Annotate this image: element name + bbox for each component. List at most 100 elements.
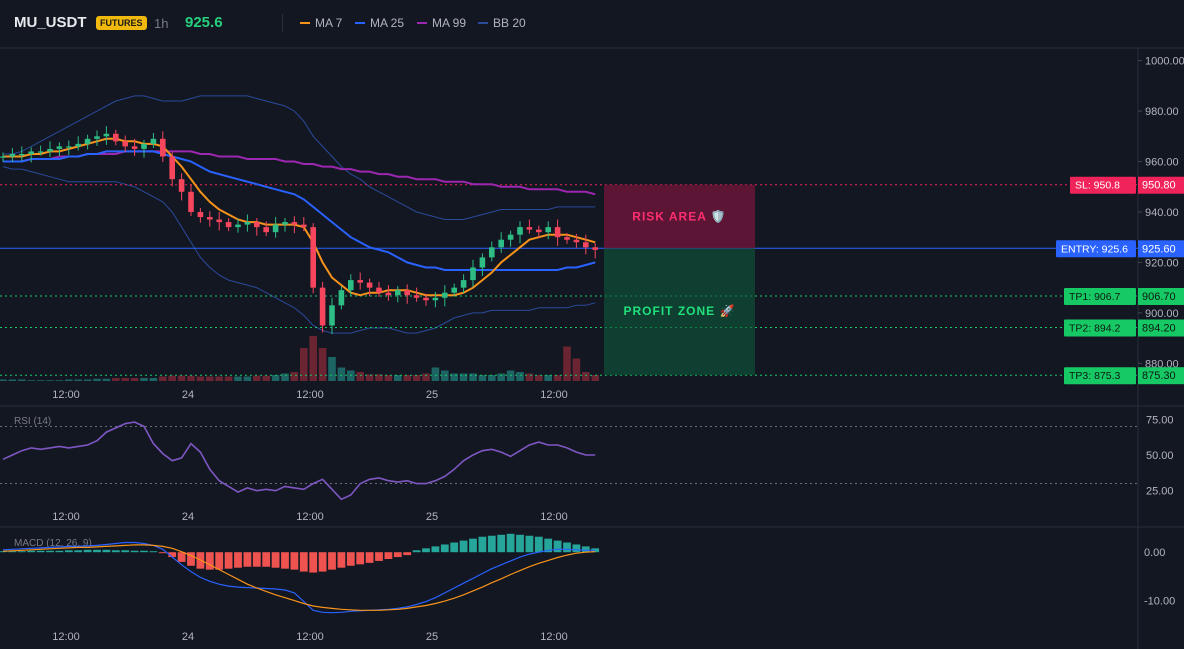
candle-body	[103, 133, 110, 137]
macd-histogram-bar	[309, 552, 318, 573]
risk-area-zone	[604, 184, 755, 249]
candle-body	[207, 217, 213, 220]
candle-body	[489, 247, 495, 258]
candle-body	[244, 222, 251, 225]
macd-title: MACD (12, 26, 9)	[14, 538, 92, 549]
volume-bar	[65, 379, 73, 381]
candle-body	[291, 222, 298, 225]
candle-body	[197, 211, 204, 218]
candle-body	[47, 148, 53, 152]
volume-bar	[215, 376, 223, 381]
timeframe-label[interactable]: 1h	[154, 16, 169, 31]
bb-upper-line	[3, 95, 596, 220]
volume-bar	[159, 376, 167, 381]
macd-histogram-bar	[318, 552, 327, 572]
rsi-time-label: 25	[426, 511, 438, 523]
rsi-axis-label: 25.00	[1146, 486, 1174, 498]
candle-body	[235, 224, 241, 228]
entry-tag-box	[1056, 240, 1136, 258]
macd-time-label: 12:00	[540, 631, 568, 643]
candle-body	[282, 222, 288, 225]
macd-histogram-bar	[487, 535, 496, 553]
candle-body	[94, 136, 100, 139]
macd-histogram-bar	[384, 552, 393, 559]
volume-bar	[553, 375, 562, 381]
volume-bar	[36, 380, 45, 381]
rsi-time-label: 12:00	[540, 511, 568, 523]
macd-histogram-bar	[130, 550, 139, 553]
macd-histogram-bar	[271, 552, 280, 568]
macd-histogram-bar	[168, 552, 177, 558]
macd-histogram-bar	[83, 549, 92, 553]
macd-histogram-bar	[572, 544, 581, 553]
legend-ma25[interactable]: MA 25	[355, 16, 404, 30]
volume-bar	[253, 375, 261, 381]
candle-body	[376, 287, 382, 293]
macd-histogram-bar	[36, 550, 45, 553]
volume-bar	[441, 370, 449, 381]
volume-bar	[497, 373, 505, 381]
macd-histogram-bar	[27, 550, 36, 553]
macd-histogram-bar	[431, 546, 440, 553]
legend-ma7[interactable]: MA 7	[300, 16, 342, 30]
macd-histogram-bar	[581, 546, 590, 553]
macd-histogram-bar	[46, 550, 54, 553]
macd-histogram-bar	[234, 552, 242, 568]
macd-histogram-bar	[422, 548, 430, 553]
legend-ma99-label: MA 99	[432, 16, 467, 30]
tp1-tag-box	[1064, 287, 1136, 305]
volume-bar	[347, 370, 355, 381]
candle-body	[66, 146, 72, 148]
price-axis-label: 1000.00	[1145, 56, 1184, 68]
candle-body	[592, 247, 598, 250]
macd-histogram-bar	[243, 552, 252, 567]
macd-time-label: 25	[426, 631, 438, 643]
symbol-name[interactable]: MU_USDT	[14, 14, 87, 31]
candle-body	[460, 280, 467, 288]
sl-tag-box	[1070, 176, 1136, 194]
header-divider	[282, 14, 283, 32]
volume-bar	[412, 375, 421, 381]
candle-body	[37, 151, 44, 153]
futures-badge: FUTURES	[96, 16, 147, 30]
volume-bar	[469, 373, 477, 381]
candle-body	[319, 287, 326, 326]
volume-bar	[0, 379, 7, 381]
macd-histogram-bar	[365, 552, 374, 563]
candle-body	[131, 146, 138, 149]
volume-bar	[55, 380, 64, 381]
price-time-label: 12:00	[296, 389, 324, 401]
macd-time-label: 12:00	[296, 631, 324, 643]
macd-axis-label: -10.00	[1144, 596, 1175, 608]
volume-bar	[168, 375, 176, 381]
volume-bar	[149, 378, 158, 381]
candle-body	[272, 224, 279, 233]
macd-histogram-bar	[563, 542, 571, 553]
volume-bar	[83, 379, 92, 381]
tp2-price-label: 894.20	[1142, 323, 1176, 335]
volume-bar	[328, 357, 336, 381]
volume-bar	[140, 378, 148, 381]
last-price: 925.6	[185, 14, 223, 31]
volume-bar	[506, 370, 515, 381]
volume-bar	[262, 375, 270, 381]
candle-body	[122, 141, 128, 147]
macd-histogram-bar	[140, 550, 148, 553]
tp3-tag-label: TP3: 875.3	[1069, 370, 1121, 382]
candle-body	[160, 138, 166, 157]
macd-axis-label: 0.00	[1144, 547, 1165, 559]
candle-body	[470, 267, 476, 281]
candle-body	[517, 227, 523, 235]
macd-histogram-bar	[337, 552, 346, 568]
legend-bb20[interactable]: BB 20	[478, 16, 526, 30]
sl-price-box	[1138, 176, 1184, 194]
volume-bar	[459, 373, 468, 381]
candle-body	[583, 242, 589, 248]
legend-ma99[interactable]: MA 99	[417, 16, 466, 30]
legend-ma25-label: MA 25	[370, 16, 405, 30]
candle-body	[348, 280, 354, 291]
macd-histogram-bar	[205, 552, 214, 570]
tp3-price-box	[1138, 367, 1184, 385]
price-time-label: 24	[182, 389, 194, 401]
